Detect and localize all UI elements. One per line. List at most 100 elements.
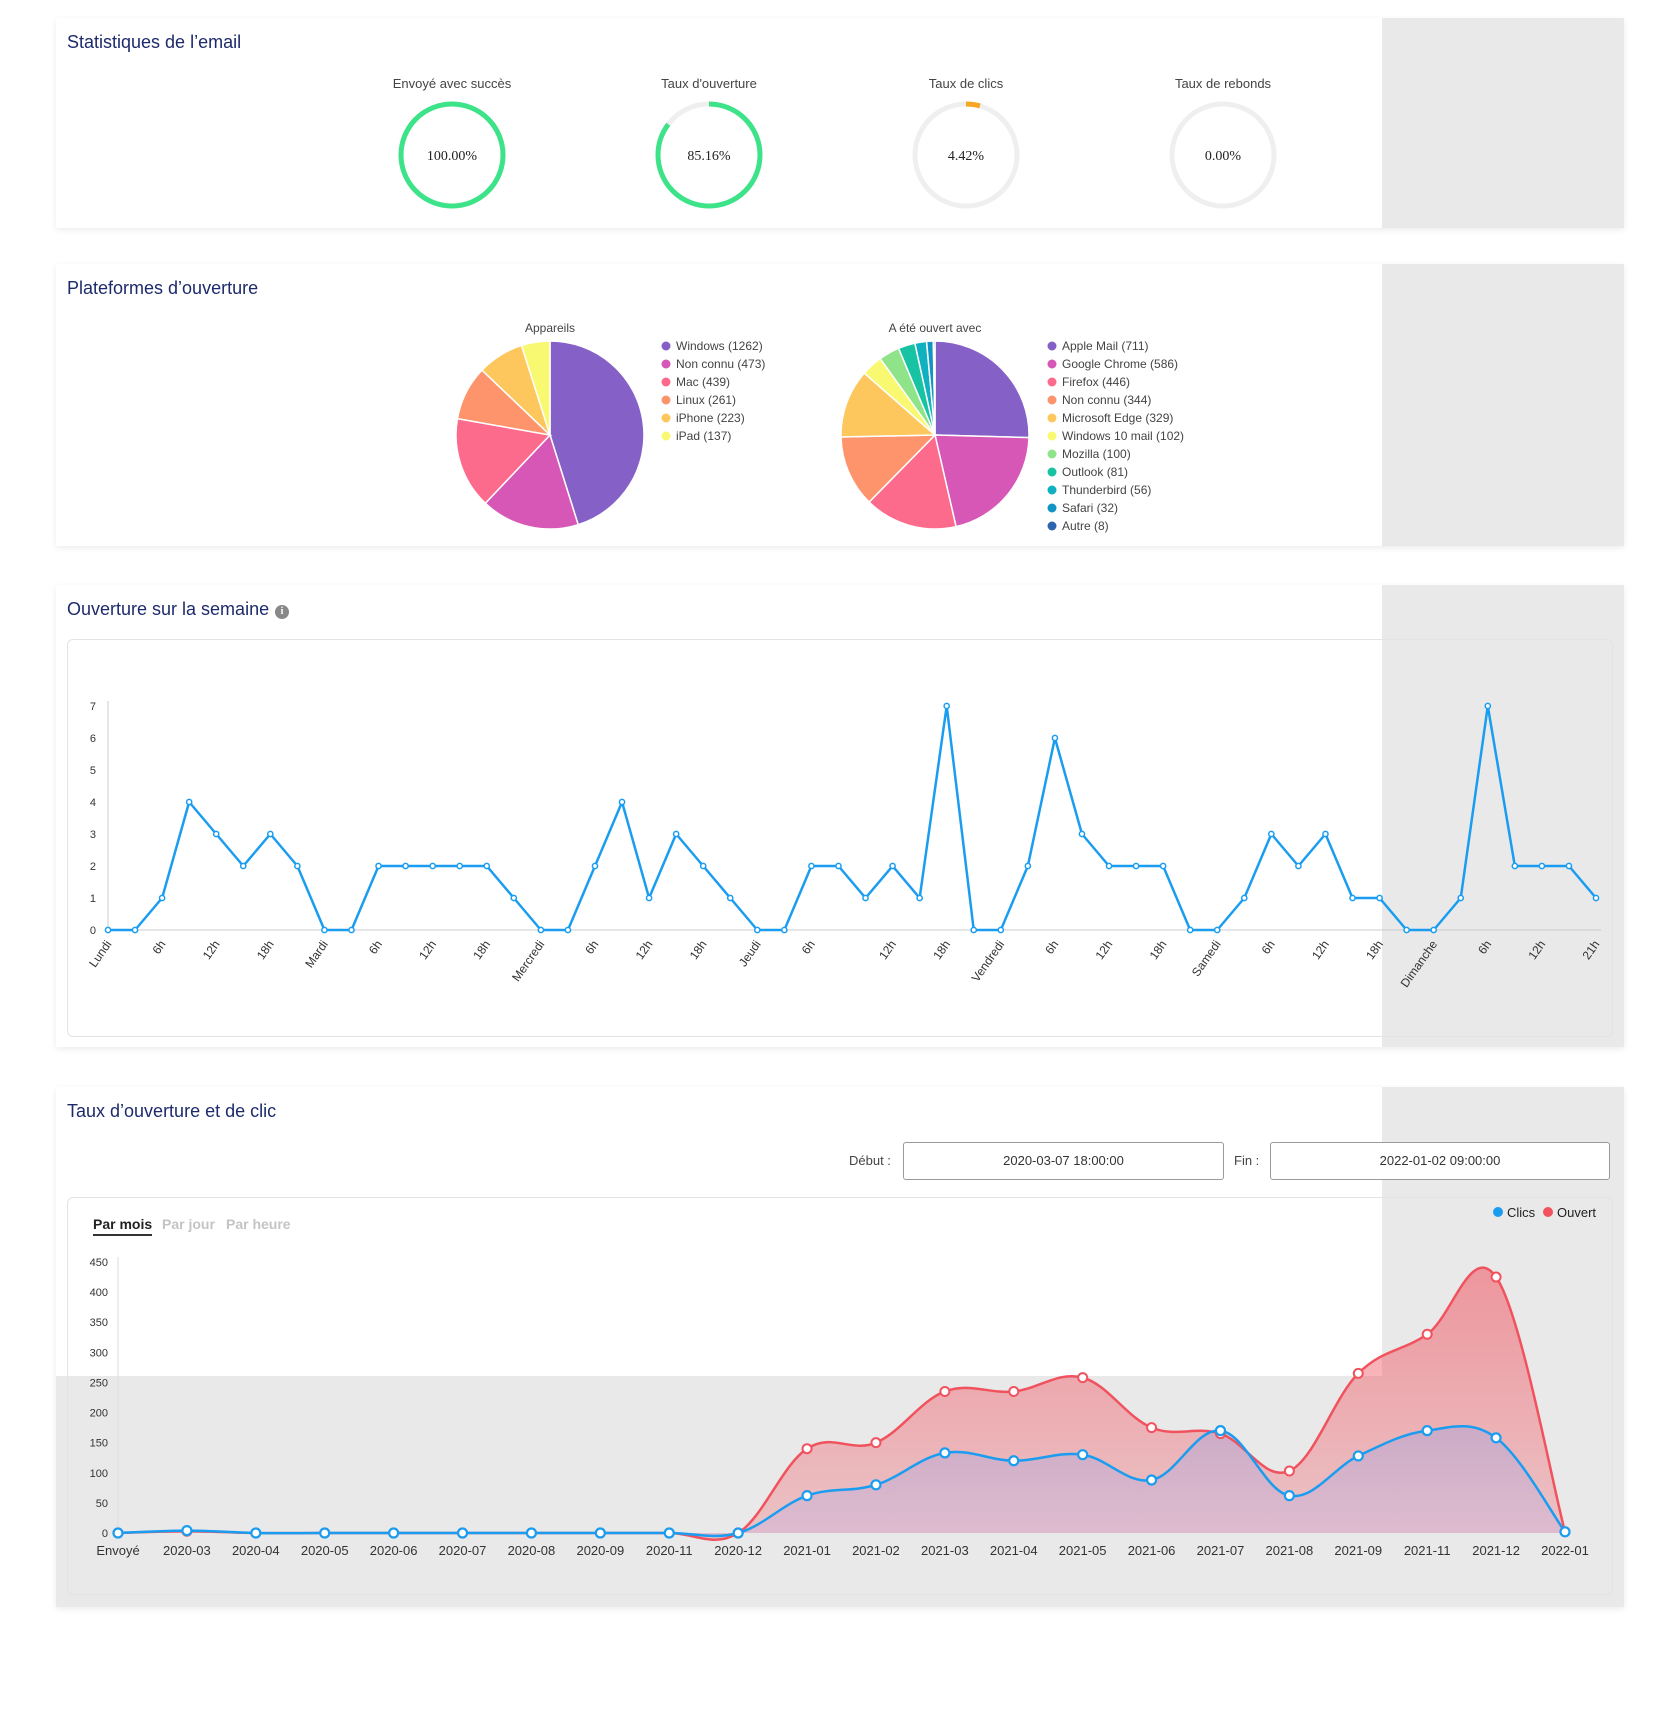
gauge-label: Envoyé avec succès — [393, 76, 512, 91]
info-icon[interactable]: i — [275, 605, 289, 619]
legend-dot — [661, 341, 671, 351]
week-point — [1078, 830, 1086, 838]
week-point — [429, 862, 437, 870]
week-chart-svg: 0 1 2 3 4 5 6 7 Lundi 6h 12h 18h Mardi 6h 12h 18h Mercre… — [86, 701, 1602, 990]
legend-dot — [1047, 377, 1057, 387]
legend-dot — [1047, 503, 1057, 513]
legend-dot — [1047, 395, 1057, 405]
x-tick-label: 6h — [149, 938, 168, 957]
legend-dot — [661, 395, 671, 405]
gauge-label: Taux d'ouverture — [661, 76, 757, 91]
week-point — [456, 862, 464, 870]
legend-label: Autre (8) — [1062, 519, 1109, 533]
week-point — [889, 862, 896, 870]
week-point — [537, 926, 545, 934]
gauge-value: 0.00% — [1205, 149, 1242, 164]
week-point — [699, 862, 707, 870]
x-tick-label: 18h — [470, 938, 493, 962]
end-date-input[interactable]: 2022-01-02 09:00:00 — [1270, 1142, 1610, 1180]
legend-label: Safari (32) — [1062, 501, 1118, 515]
week-card: Ouverture sur la semaine 0 1 2 3 4 5 6 7 Lundi 6h… — [56, 585, 1624, 1047]
week-point — [185, 798, 193, 806]
pies-svg: Appareils Windows (1262) Non connu (473) Ma… — [455, 321, 1184, 533]
gauge-value: 100.00% — [427, 149, 478, 164]
week-chart-panel — [67, 639, 1613, 1037]
week-point — [1403, 926, 1410, 934]
week-point — [808, 862, 815, 870]
week-point — [1240, 894, 1248, 902]
y-tick-label: 2 — [90, 861, 96, 873]
x-tick-label: 12h — [633, 938, 656, 962]
week-point — [158, 894, 166, 902]
legend-label: Windows 10 mail (102) — [1062, 429, 1184, 443]
week-line — [108, 704, 1597, 932]
legend-dot — [661, 377, 671, 387]
week-point — [483, 862, 491, 870]
legend-label: Apple Mail (711) — [1062, 339, 1148, 353]
week-point — [294, 862, 301, 870]
week-point — [131, 926, 139, 934]
x-tick-label: 18h — [930, 938, 953, 962]
start-date-input[interactable]: 2020-03-07 18:00:00 — [903, 1142, 1224, 1180]
shade-overlay-card1 — [1382, 18, 1624, 228]
week-point — [321, 926, 328, 934]
y-tick-label: 1 — [90, 893, 96, 905]
legend-label: Linux (261) — [676, 393, 736, 407]
legend-label: Outlook (81) — [1062, 465, 1128, 479]
week-point — [1051, 734, 1059, 742]
legend-label: Microsoft Edge (329) — [1062, 411, 1173, 425]
x-tick-label: 21h — [1579, 938, 1602, 962]
y-tick-label: 0 — [90, 925, 96, 937]
legend-dot — [1047, 359, 1057, 369]
y-tick-label: 6 — [90, 733, 96, 745]
legend-dot — [661, 359, 671, 369]
shade-overlay-card3 — [1382, 585, 1624, 1047]
x-tick-label: 18h — [1363, 938, 1386, 962]
x-tick-label: Lundi — [86, 938, 114, 970]
legend-dot — [1047, 341, 1057, 351]
week-point — [348, 926, 355, 934]
week-point — [1267, 830, 1275, 838]
x-tick-label: Mercredi — [509, 938, 547, 984]
week-point — [1024, 862, 1032, 870]
x-tick-label: 6h — [366, 938, 385, 957]
shade-overlay-card2 — [1382, 264, 1624, 546]
week-point — [1565, 862, 1573, 870]
week-point — [1349, 894, 1356, 902]
x-tick-label: Dimanche — [1398, 937, 1441, 990]
x-tick-label: 12h — [1525, 938, 1548, 962]
week-point — [1213, 926, 1221, 934]
gauge-arc — [398, 101, 506, 209]
email-stats-card: Statistiques de l’email Envoyé avec succ… — [56, 18, 1624, 228]
pie-slice — [840, 372, 937, 438]
pie-slice — [934, 434, 1030, 528]
week-point — [1159, 862, 1167, 870]
gauge-value: 4.42% — [948, 149, 985, 164]
legend-label: Mozilla (100) — [1062, 447, 1131, 461]
week-point — [835, 862, 842, 870]
x-tick-label: 18h — [687, 938, 710, 962]
gauge-arc — [655, 101, 763, 209]
week-point — [1592, 894, 1600, 902]
legend-label: Firefox (446) — [1062, 375, 1130, 389]
gauge-label: Taux de rebonds — [1175, 76, 1272, 91]
end-date-label: Fin : — [1234, 1153, 1260, 1168]
legend-label: Windows (1262) — [676, 339, 763, 353]
tab-par-mois[interactable]: Par mois — [93, 1216, 153, 1236]
week-point — [1511, 862, 1519, 870]
week-point — [781, 926, 788, 934]
x-tick-label: 6h — [1475, 938, 1494, 957]
week-point — [1376, 894, 1383, 902]
x-tick-label: 12h — [1093, 938, 1116, 962]
platforms-card: Plateformes d’ouverture Appareils Windows… — [56, 264, 1624, 546]
legend-label: Mac (439) — [676, 375, 730, 389]
week-point — [726, 894, 734, 902]
gauge-label: Taux de clics — [929, 76, 1004, 91]
tab-par-jour[interactable]: Par jour — [162, 1216, 215, 1232]
legend-label: Thunderbird (56) — [1062, 483, 1151, 497]
week-point — [1105, 862, 1113, 870]
tab-par-heure[interactable]: Par heure — [226, 1216, 291, 1232]
legend-dot — [661, 413, 671, 423]
legend-label: Non connu (344) — [1062, 393, 1151, 407]
gauge-arc — [912, 101, 1020, 209]
